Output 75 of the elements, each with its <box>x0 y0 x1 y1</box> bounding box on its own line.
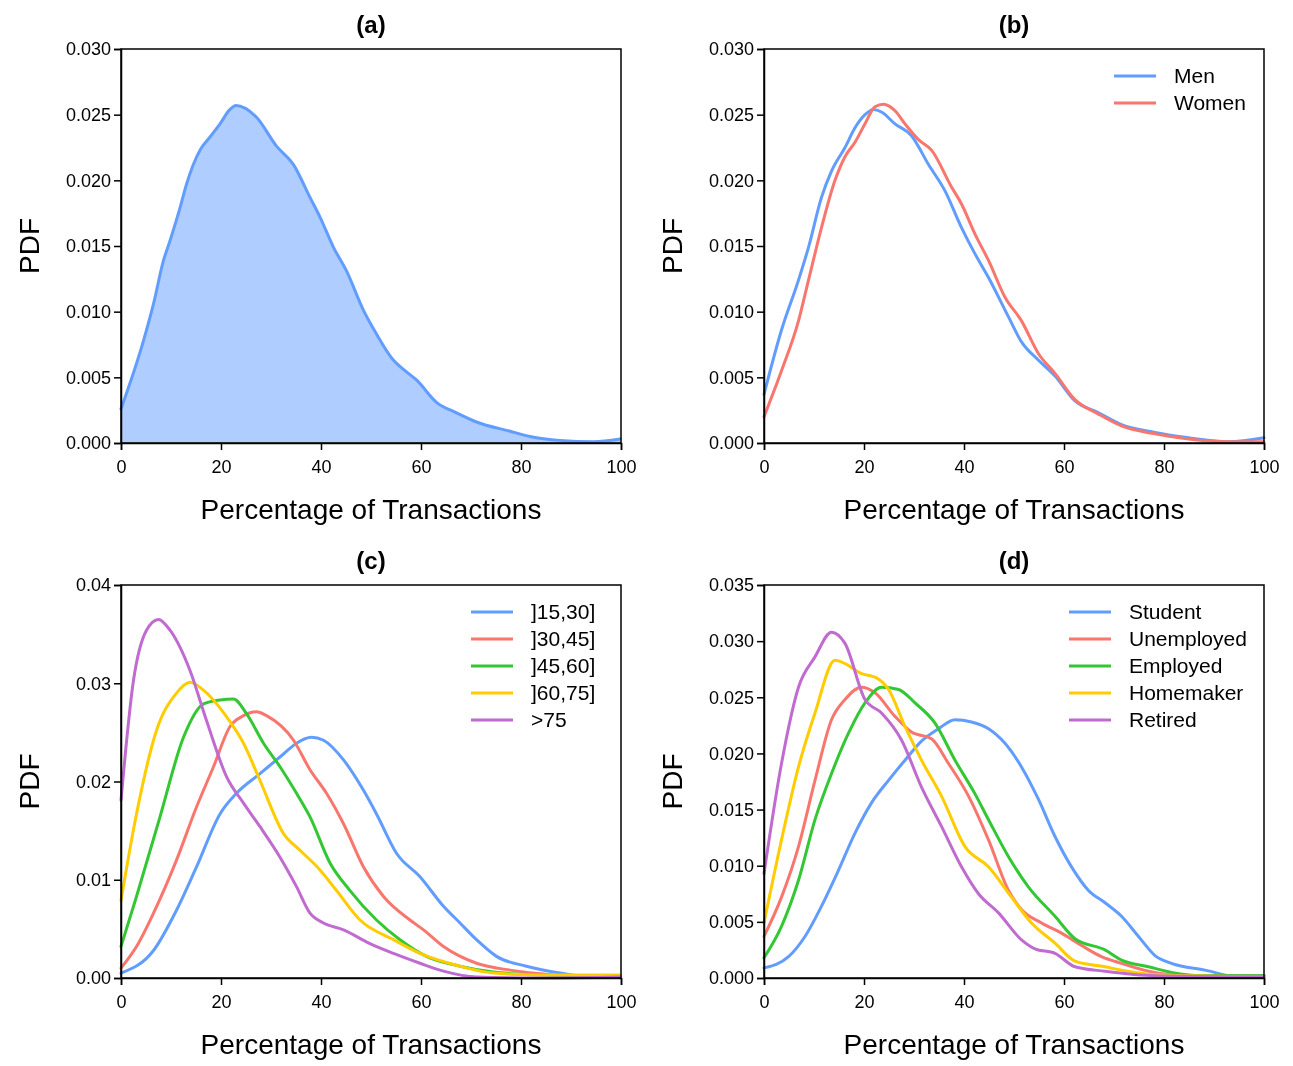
y-tick-label: 0.04 <box>75 575 111 596</box>
y-tick-label: 0.010 <box>65 301 111 322</box>
y-tick-label: 0.000 <box>65 433 111 454</box>
y-tick-label: 0.020 <box>708 170 754 191</box>
legend-label: ]30,45] <box>531 627 596 651</box>
x-tick-label: 60 <box>1054 456 1075 477</box>
x-tick-label: 80 <box>511 991 532 1012</box>
x-tick-label: 100 <box>1249 991 1280 1012</box>
x-tick-label: 100 <box>606 456 637 477</box>
legend-label: Student <box>1129 600 1202 624</box>
y-tick-label: 0.030 <box>65 39 111 60</box>
y-tick-label: 0.020 <box>708 743 754 764</box>
y-axis-title: PDF <box>14 218 45 274</box>
chart-title: (c) <box>356 547 386 574</box>
y-tick-label: 0.010 <box>708 855 754 876</box>
x-tick-label: 80 <box>1154 991 1175 1012</box>
y-tick-label: 0.030 <box>708 631 754 652</box>
x-tick-label: 80 <box>511 456 532 477</box>
x-axis-title: Percentage of Transactions <box>843 1029 1185 1060</box>
y-tick-label: 0.02 <box>75 771 111 792</box>
legend-label: Men <box>1174 64 1215 88</box>
legend-label: ]45,60] <box>531 654 596 678</box>
x-tick-label: 60 <box>411 991 432 1012</box>
y-axis-title: PDF <box>657 753 688 810</box>
x-tick-label: 20 <box>854 456 875 477</box>
x-tick-label: 60 <box>411 456 432 477</box>
x-tick-label: 20 <box>211 456 232 477</box>
chart-title: (b) <box>998 11 1030 38</box>
y-tick-label: 0.025 <box>708 687 754 708</box>
chart-title: (a) <box>356 11 386 38</box>
x-tick-label: 60 <box>1054 991 1075 1012</box>
x-tick-label: 40 <box>954 456 975 477</box>
x-tick-label: 20 <box>211 991 232 1012</box>
y-tick-label: 0.035 <box>708 575 754 596</box>
y-tick-label: 0.010 <box>708 301 754 322</box>
x-tick-label: 20 <box>854 991 875 1012</box>
y-tick-label: 0.000 <box>708 968 754 989</box>
chart-title: (d) <box>998 547 1030 574</box>
y-tick-label: 0.015 <box>708 799 754 820</box>
y-tick-label: 0.01 <box>75 870 111 891</box>
y-tick-label: 0.005 <box>708 912 754 933</box>
x-tick-label: 0 <box>116 456 127 477</box>
y-tick-label: 0.005 <box>708 367 754 388</box>
x-axis-title: Percentage of Transactions <box>200 1029 542 1060</box>
y-tick-label: 0.030 <box>708 39 754 60</box>
x-tick-label: 0 <box>759 456 770 477</box>
x-tick-label: 40 <box>954 991 975 1012</box>
legend-label: >75 <box>531 708 567 732</box>
legend-label: Employed <box>1129 654 1223 678</box>
y-tick-label: 0.025 <box>65 104 111 125</box>
x-axis-title: Percentage of Transactions <box>843 494 1185 525</box>
y-tick-label: 0.020 <box>65 170 111 191</box>
y-axis-title: PDF <box>14 753 45 810</box>
y-tick-label: 0.00 <box>75 968 111 989</box>
y-tick-label: 0.000 <box>708 433 754 454</box>
y-tick-label: 0.03 <box>75 673 111 694</box>
legend-label: Retired <box>1129 708 1197 732</box>
x-tick-label: 100 <box>606 991 637 1012</box>
x-tick-label: 80 <box>1154 456 1175 477</box>
y-axis-title: PDF <box>657 218 688 274</box>
x-tick-label: 0 <box>116 991 127 1012</box>
legend-label: Unemployed <box>1129 627 1247 651</box>
y-tick-label: 0.015 <box>65 236 111 257</box>
x-tick-label: 100 <box>1249 456 1280 477</box>
y-tick-label: 0.025 <box>708 104 754 125</box>
x-axis-title: Percentage of Transactions <box>200 494 542 525</box>
x-tick-label: 40 <box>311 991 332 1012</box>
x-tick-label: 0 <box>759 991 770 1012</box>
x-tick-label: 40 <box>311 456 332 477</box>
y-tick-label: 0.015 <box>708 236 754 257</box>
legend-label: Homemaker <box>1129 681 1244 705</box>
legend-label: ]15,30] <box>531 600 596 624</box>
legend-label: ]60,75] <box>531 681 596 705</box>
legend-label: Women <box>1174 91 1246 115</box>
y-tick-label: 0.005 <box>65 367 111 388</box>
